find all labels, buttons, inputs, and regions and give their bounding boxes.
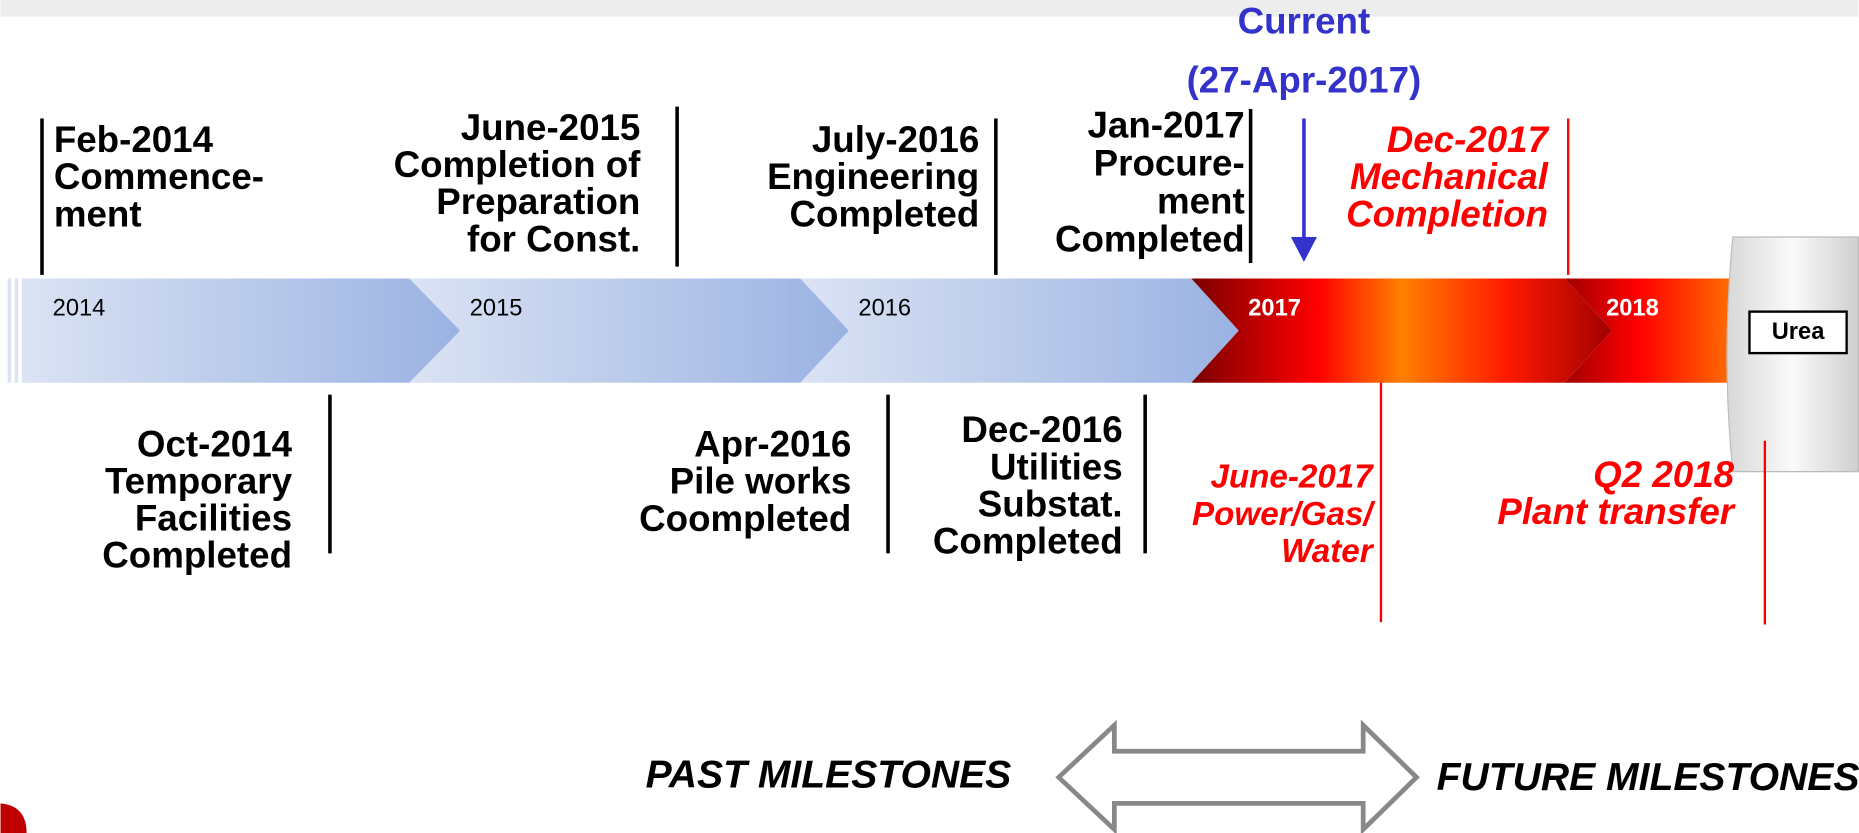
milestone-text: Plant transfer bbox=[1497, 491, 1735, 532]
current-arrowhead bbox=[1290, 236, 1317, 262]
double-arrow bbox=[1055, 719, 1420, 833]
year-label: 2014 bbox=[53, 296, 106, 322]
year-label: 2018 bbox=[1606, 296, 1659, 322]
year-label: 2016 bbox=[858, 296, 911, 322]
chevron bbox=[1191, 278, 1613, 383]
top-bar bbox=[0, 0, 1859, 17]
urea-label: Urea bbox=[1772, 319, 1825, 345]
milestone-text: Completed bbox=[933, 520, 1123, 561]
milestone-date: Dec-2017 bbox=[1387, 119, 1550, 160]
milestone-text: Coompleted bbox=[639, 498, 851, 539]
milestone-text: Completed bbox=[790, 194, 980, 235]
year-label: 2017 bbox=[1248, 296, 1301, 322]
milestone-text: Pile works bbox=[670, 461, 852, 502]
future-label: FUTURE MILESTONES bbox=[1437, 756, 1859, 799]
chevron bbox=[21, 278, 461, 383]
milestone-text: Procure- bbox=[1094, 143, 1245, 184]
milestone-date: July-2016 bbox=[812, 119, 979, 160]
milestone-text: Preparation bbox=[436, 181, 640, 222]
milestone-text: Utilities bbox=[990, 446, 1123, 487]
milestone-text: for Const. bbox=[467, 218, 640, 259]
band-edge bbox=[14, 278, 19, 383]
milestone-text: Completed bbox=[1055, 218, 1245, 259]
milestone-text: ment bbox=[1157, 181, 1245, 222]
milestone-date: Oct-2014 bbox=[137, 423, 293, 464]
milestone-date: Feb-2014 bbox=[54, 119, 214, 160]
milestone-date: June-2017 bbox=[1210, 458, 1374, 495]
milestone-text: ment bbox=[54, 194, 142, 235]
urea-bag bbox=[1726, 236, 1859, 473]
milestone-date: Q2 2018 bbox=[1593, 454, 1734, 495]
year-label: 2015 bbox=[470, 296, 523, 322]
chevron bbox=[800, 278, 1239, 383]
milestone-date: Dec-2016 bbox=[961, 409, 1122, 450]
logo bbox=[0, 803, 27, 833]
past-label: PAST MILESTONES bbox=[646, 754, 1012, 797]
milestone-text: Power/Gas/ bbox=[1192, 496, 1376, 533]
milestone-text: Mechanical bbox=[1350, 156, 1549, 197]
chevron bbox=[1564, 278, 1749, 383]
milestone-date: Apr-2016 bbox=[694, 423, 851, 464]
milestone-text: Completion bbox=[1346, 194, 1548, 235]
band-edge bbox=[7, 278, 12, 383]
urea-box bbox=[1748, 310, 1848, 355]
milestone-text: Temporary bbox=[105, 461, 293, 502]
milestone-text: Completed bbox=[102, 535, 292, 576]
current-title: Current bbox=[1238, 0, 1371, 41]
milestone-text: Facilities bbox=[135, 498, 292, 539]
milestone-date: Jan-2017 bbox=[1088, 105, 1245, 146]
milestone-text: Substat. bbox=[978, 483, 1123, 524]
milestone-text: Engineering bbox=[767, 156, 979, 197]
milestone-text: Completion of bbox=[394, 144, 642, 185]
milestone-text: Commence- bbox=[54, 156, 264, 197]
chevron bbox=[409, 278, 849, 383]
milestone-date: June-2015 bbox=[461, 107, 641, 148]
current-date: (27-Apr-2017) bbox=[1187, 60, 1422, 101]
milestone-text: Water bbox=[1281, 533, 1375, 570]
